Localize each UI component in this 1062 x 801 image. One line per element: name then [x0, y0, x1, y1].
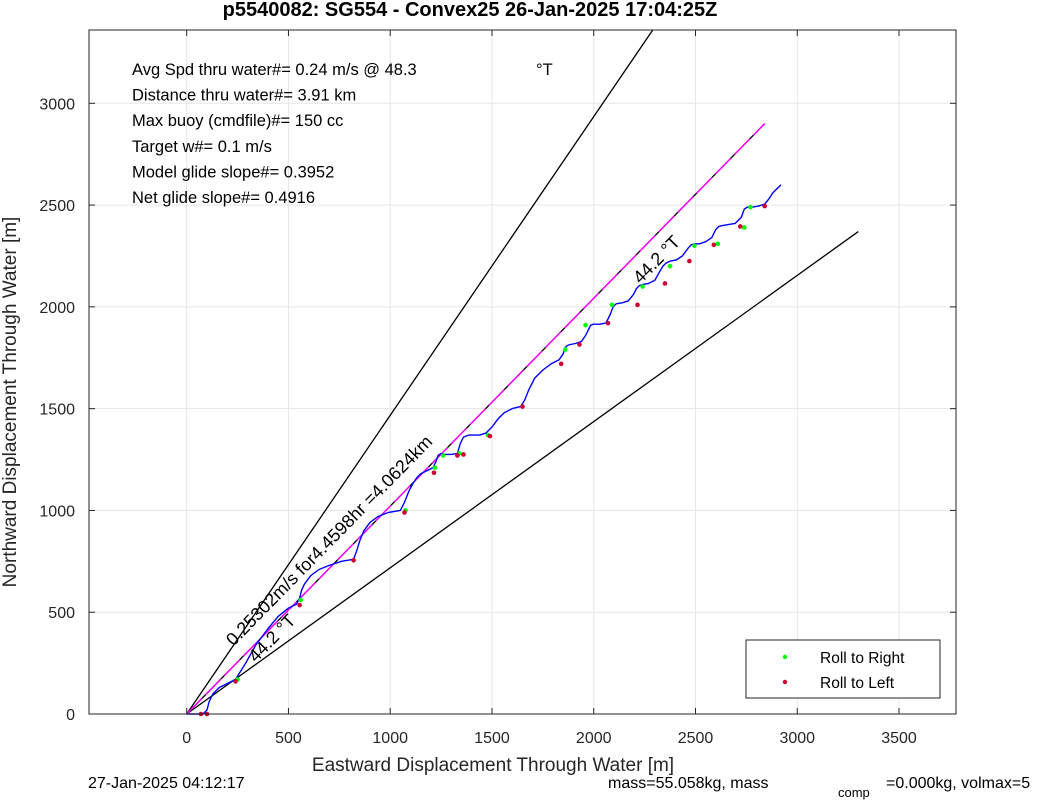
roll-right-point: [432, 465, 438, 470]
roll-left-point: [487, 433, 493, 439]
roll-right-point: [715, 241, 721, 247]
roll-right-point: [583, 322, 588, 328]
legend-box: [745, 639, 941, 699]
roll-left-point: [461, 452, 466, 457]
roll-left-point: [233, 679, 238, 684]
info-line: Model glide slope#= 0.3952: [132, 163, 334, 181]
x-tick-label: 2000: [576, 730, 612, 747]
footer-mass-tail: =0.000kg, volmax=5: [886, 775, 1030, 792]
x-tick-label: 0: [182, 730, 191, 747]
roll-left-point: [297, 602, 302, 608]
info-degree-unit: °T: [536, 61, 553, 79]
y-tick-label: 3000: [39, 96, 75, 113]
x-tick-label: 1000: [372, 730, 408, 747]
roll-left-point: [737, 224, 743, 229]
plot-frame: [88, 29, 957, 715]
x-tick-label: 3500: [881, 730, 917, 747]
tick-labels: 0 500 1000 1500 2000 2500 3000 3500 0 500 1000 1500…: [39, 30, 956, 747]
chart-title: p5540082: SG554 - Convex25 26-Jan-2025 1…: [223, 0, 718, 21]
info-line: Net glide slope#= 0.4916: [132, 189, 315, 207]
roll-left-point: [577, 342, 582, 347]
roll-right-point: [562, 347, 568, 352]
roll-left-point: [662, 281, 668, 286]
x-axis-label: Eastward Displacement Through Water [m]: [312, 755, 674, 776]
x-tick-label: 1500: [474, 730, 510, 747]
roll-left-point: [711, 242, 717, 248]
y-tick-label: 1500: [39, 402, 75, 419]
roll-left-point: [558, 361, 564, 367]
roll-left-point: [635, 302, 640, 308]
roll-right-point: [742, 225, 747, 230]
footer-mass-text: mass=55.058kg, mass: [608, 775, 769, 792]
roll-left-point: [455, 453, 460, 458]
upper-bound-line: [186, 29, 654, 715]
info-line: Max buoy (cmdfile)#= 150 cc: [132, 112, 343, 130]
roll-right-point: [298, 597, 303, 603]
roll-right-point: [640, 284, 645, 289]
lower-bound-line: [186, 231, 859, 715]
roll-right-point: [609, 302, 615, 308]
x-tick-label: 500: [275, 730, 302, 747]
roll-right-point: [748, 204, 753, 210]
info-block: Avg Spd thru water#= 0.24 m/s @ 48.3 Dist…: [132, 61, 553, 207]
roll-left-point: [762, 203, 767, 209]
roll-left-point: [431, 470, 437, 476]
data-layer: [186, 29, 859, 717]
y-tick-label: 2500: [39, 198, 75, 215]
roll-left-point: [402, 510, 407, 515]
legend-roll-left-label: Roll to Left: [820, 675, 895, 692]
legend-roll-right-marker: [782, 654, 788, 660]
roll-right-point: [692, 243, 697, 249]
roll-right-point: [667, 263, 673, 269]
y-tick-label: 500: [48, 605, 75, 622]
legend: Roll to Right Roll to Left: [745, 639, 941, 699]
roll-left-point: [520, 404, 525, 409]
heading-line-magenta: [186, 123, 766, 715]
roll-right-point: [440, 453, 446, 458]
y-tick-label: 0: [66, 707, 75, 724]
roll-left-point: [605, 320, 611, 326]
y-tick-label: 1000: [39, 503, 75, 520]
x-tick-label: 2500: [678, 730, 714, 747]
info-line: Target w#= 0.1 m/s: [132, 138, 272, 156]
legend-roll-right-label: Roll to Right: [820, 650, 905, 667]
y-tick-label: 2000: [39, 300, 75, 317]
info-line: Avg Spd thru water#= 0.24 m/s @ 48.3: [132, 61, 417, 79]
footer-mass-subscript: comp: [838, 785, 870, 800]
y-axis-label: Northward Displacement Through Water [m]: [0, 217, 21, 588]
footer-timestamp: 27-Jan-2025 04:12:17: [88, 775, 245, 792]
roll-left-point: [351, 558, 356, 563]
roll-left-point: [687, 258, 692, 264]
legend-roll-left-marker: [782, 679, 788, 685]
info-line: Distance thru water#= 3.91 km: [132, 87, 356, 105]
x-tick-label: 3000: [779, 730, 815, 747]
